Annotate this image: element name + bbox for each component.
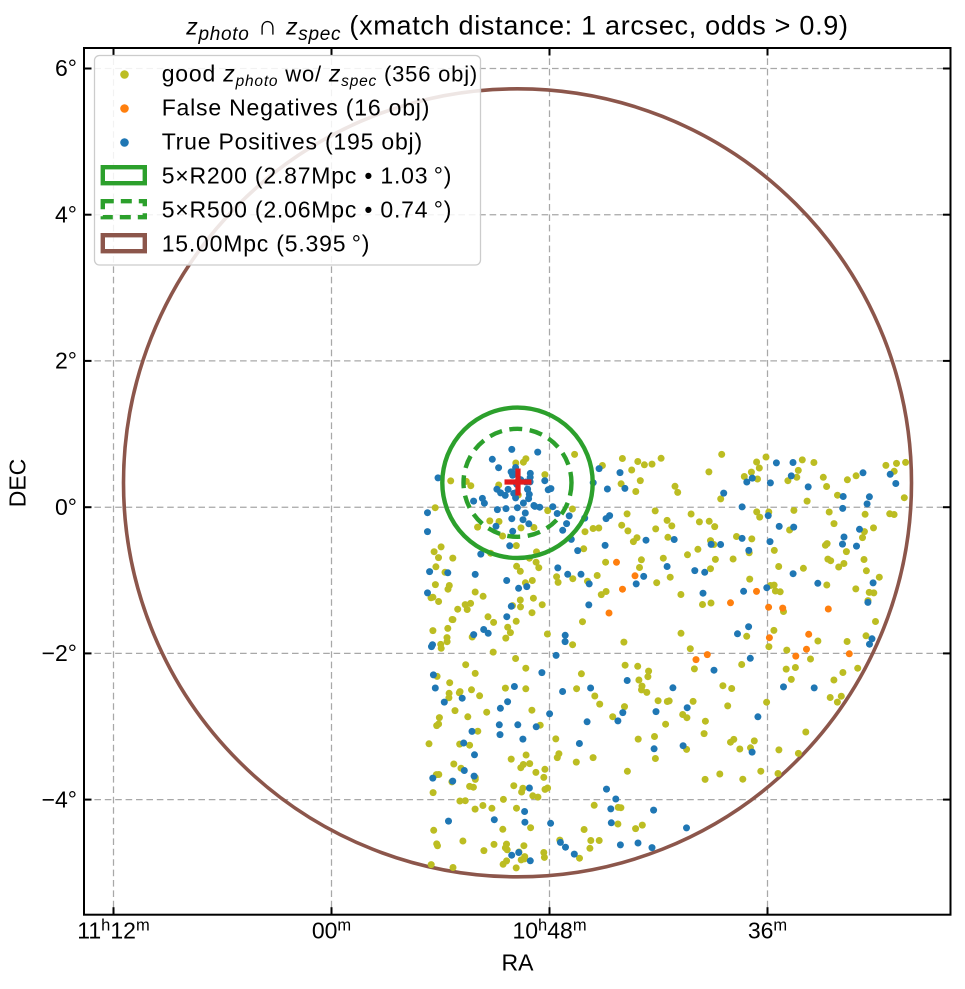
svg-text:00m: 00m — [312, 917, 351, 944]
svg-text:True Positives (195 obj): True Positives (195 obj) — [162, 129, 423, 155]
svg-text:−2°: −2° — [42, 640, 77, 666]
svg-text:6°: 6° — [55, 55, 77, 81]
svg-text:DEC: DEC — [5, 459, 31, 508]
svg-text:4°: 4° — [55, 201, 77, 227]
svg-text:good zphoto wo/ zspec (356 obj: good zphoto wo/ zspec (356 obj) — [162, 61, 478, 91]
svg-text:zphoto ∩ zspec (xmatch distanc: zphoto ∩ zspec (xmatch distance: 1 arcse… — [185, 10, 848, 45]
svg-text:−4°: −4° — [42, 786, 77, 812]
svg-text:2°: 2° — [55, 348, 77, 374]
svg-text:False Negatives (16 obj): False Negatives (16 obj) — [162, 95, 430, 121]
svg-text:0°: 0° — [55, 494, 77, 520]
svg-text:15.00Mpc (5.395 °): 15.00Mpc (5.395 °) — [162, 231, 370, 257]
svg-text:5×R500 (2.06Mpc • 0.74 °): 5×R500 (2.06Mpc • 0.74 °) — [162, 197, 453, 223]
svg-text:5×R200 (2.87Mpc • 1.03 °): 5×R200 (2.87Mpc • 1.03 °) — [162, 163, 453, 189]
svg-text:RA: RA — [502, 950, 535, 976]
